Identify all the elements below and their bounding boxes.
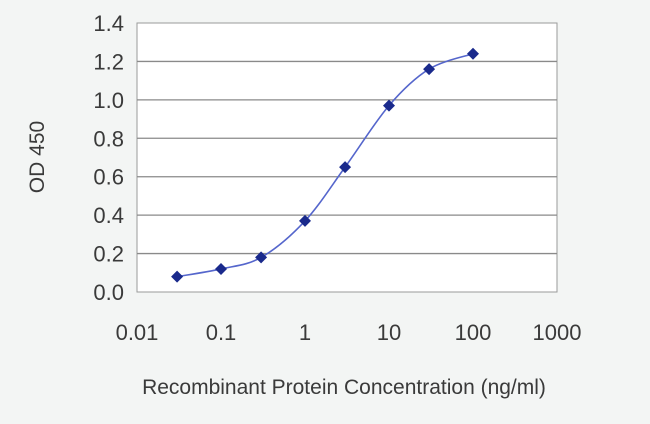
x-tick-label: 0.01 — [116, 320, 159, 345]
x-tick-label: 1000 — [533, 320, 582, 345]
y-tick-label: 0.8 — [93, 126, 124, 151]
y-tick-label: 1.0 — [93, 88, 124, 113]
y-tick-label: 0.2 — [93, 242, 124, 267]
x-tick-label: 100 — [455, 320, 492, 345]
series-layer — [171, 47, 479, 283]
data-point-marker — [467, 47, 479, 60]
plot-area — [136, 22, 558, 293]
data-point-marker — [171, 270, 184, 283]
data-point-marker — [383, 99, 395, 112]
data-point-marker — [299, 214, 311, 227]
data-point-marker — [339, 161, 352, 174]
y-tick-label: 1.4 — [93, 11, 124, 36]
data-point-marker — [423, 63, 436, 76]
y-tick-label: 0.6 — [93, 165, 124, 190]
x-tick-label: 10 — [377, 320, 401, 345]
series-line — [176, 52, 474, 278]
y-axis-title: OD 450 — [26, 121, 49, 193]
x-tick-labels: 0.01 0.1 1 10 100 1000 — [116, 320, 582, 345]
y-tick-labels: 0.0 0.2 0.4 0.6 0.8 1.0 1.2 1.4 — [93, 11, 124, 305]
x-tick-label: 1 — [299, 320, 311, 345]
y-tick-label: 0.0 — [93, 280, 124, 305]
grid-layer — [137, 60, 557, 255]
y-tick-label: 0.4 — [93, 203, 124, 228]
x-tick-label: 0.1 — [206, 320, 237, 345]
data-point-marker — [215, 262, 227, 275]
x-axis-title: Recombinant Protein Concentration (ng/ml… — [142, 376, 546, 399]
y-tick-label: 1.2 — [93, 49, 124, 74]
data-point-marker — [255, 251, 268, 264]
